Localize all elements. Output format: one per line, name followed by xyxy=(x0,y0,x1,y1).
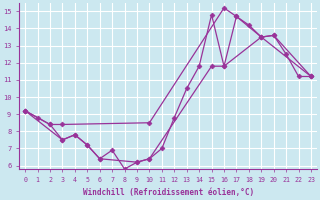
X-axis label: Windchill (Refroidissement éolien,°C): Windchill (Refroidissement éolien,°C) xyxy=(83,188,254,197)
